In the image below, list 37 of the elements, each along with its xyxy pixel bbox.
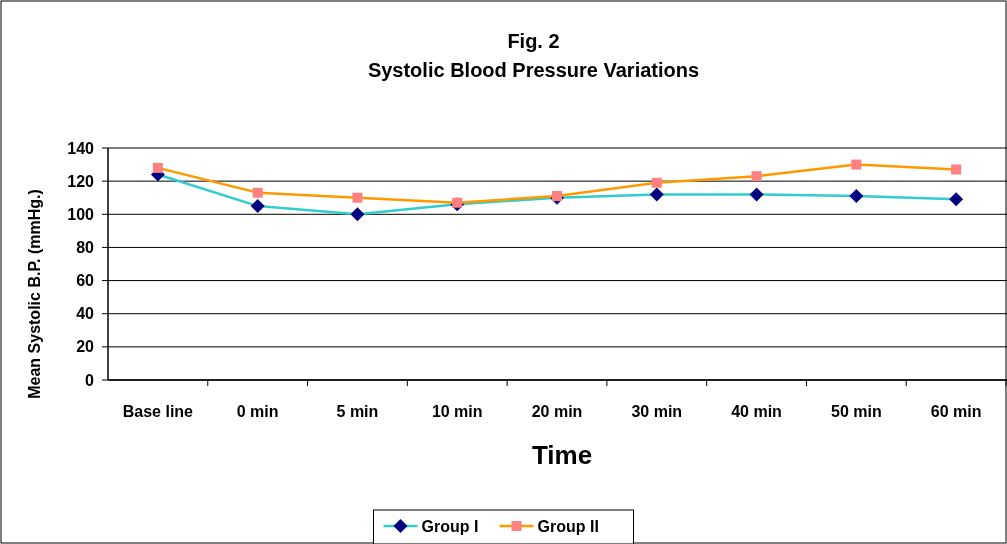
point	[751, 171, 762, 182]
x-tick-label: 60 min	[930, 403, 982, 420]
y-tick-label: 0	[85, 371, 95, 389]
point	[352, 192, 363, 203]
x-tick-label: 5 min	[336, 403, 379, 420]
x-tick-label: 10 min	[431, 403, 483, 420]
point	[749, 187, 764, 202]
point	[651, 177, 662, 188]
point	[949, 192, 964, 207]
chart-title: Fig. 2	[507, 30, 560, 52]
point	[252, 187, 263, 198]
y-axis-title: Mean Systolic B.P. (mmHg.)	[26, 189, 43, 399]
x-tick-label: 50 min	[830, 403, 882, 420]
x-tick-label: 20 min	[531, 403, 583, 420]
chart-subtitle: Systolic Blood Pressure Variations	[367, 59, 700, 81]
x-tick-label: 30 min	[631, 403, 683, 420]
y-tick-label: 120	[67, 172, 95, 190]
x-tick-label: 0 min	[236, 403, 279, 420]
point	[951, 164, 962, 175]
y-tick-label: 20	[76, 338, 95, 356]
point	[452, 197, 463, 208]
x-axis-title: Time	[531, 440, 593, 470]
y-tick-label: 40	[76, 305, 95, 323]
y-tick-label: 80	[76, 239, 95, 257]
y-tick-label: 140	[67, 139, 95, 157]
legend-label: Group II	[537, 517, 599, 535]
point	[152, 162, 163, 173]
x-tick-label: Base line	[122, 403, 194, 420]
point	[851, 159, 862, 170]
y-tick-label: 100	[67, 205, 95, 223]
x-tick-label: 40 min	[731, 403, 782, 420]
point	[849, 189, 864, 204]
point	[350, 207, 365, 222]
point	[649, 187, 664, 202]
y-tick-label: 60	[76, 272, 95, 290]
point	[250, 199, 265, 213]
legend-label: Group I	[421, 517, 479, 535]
